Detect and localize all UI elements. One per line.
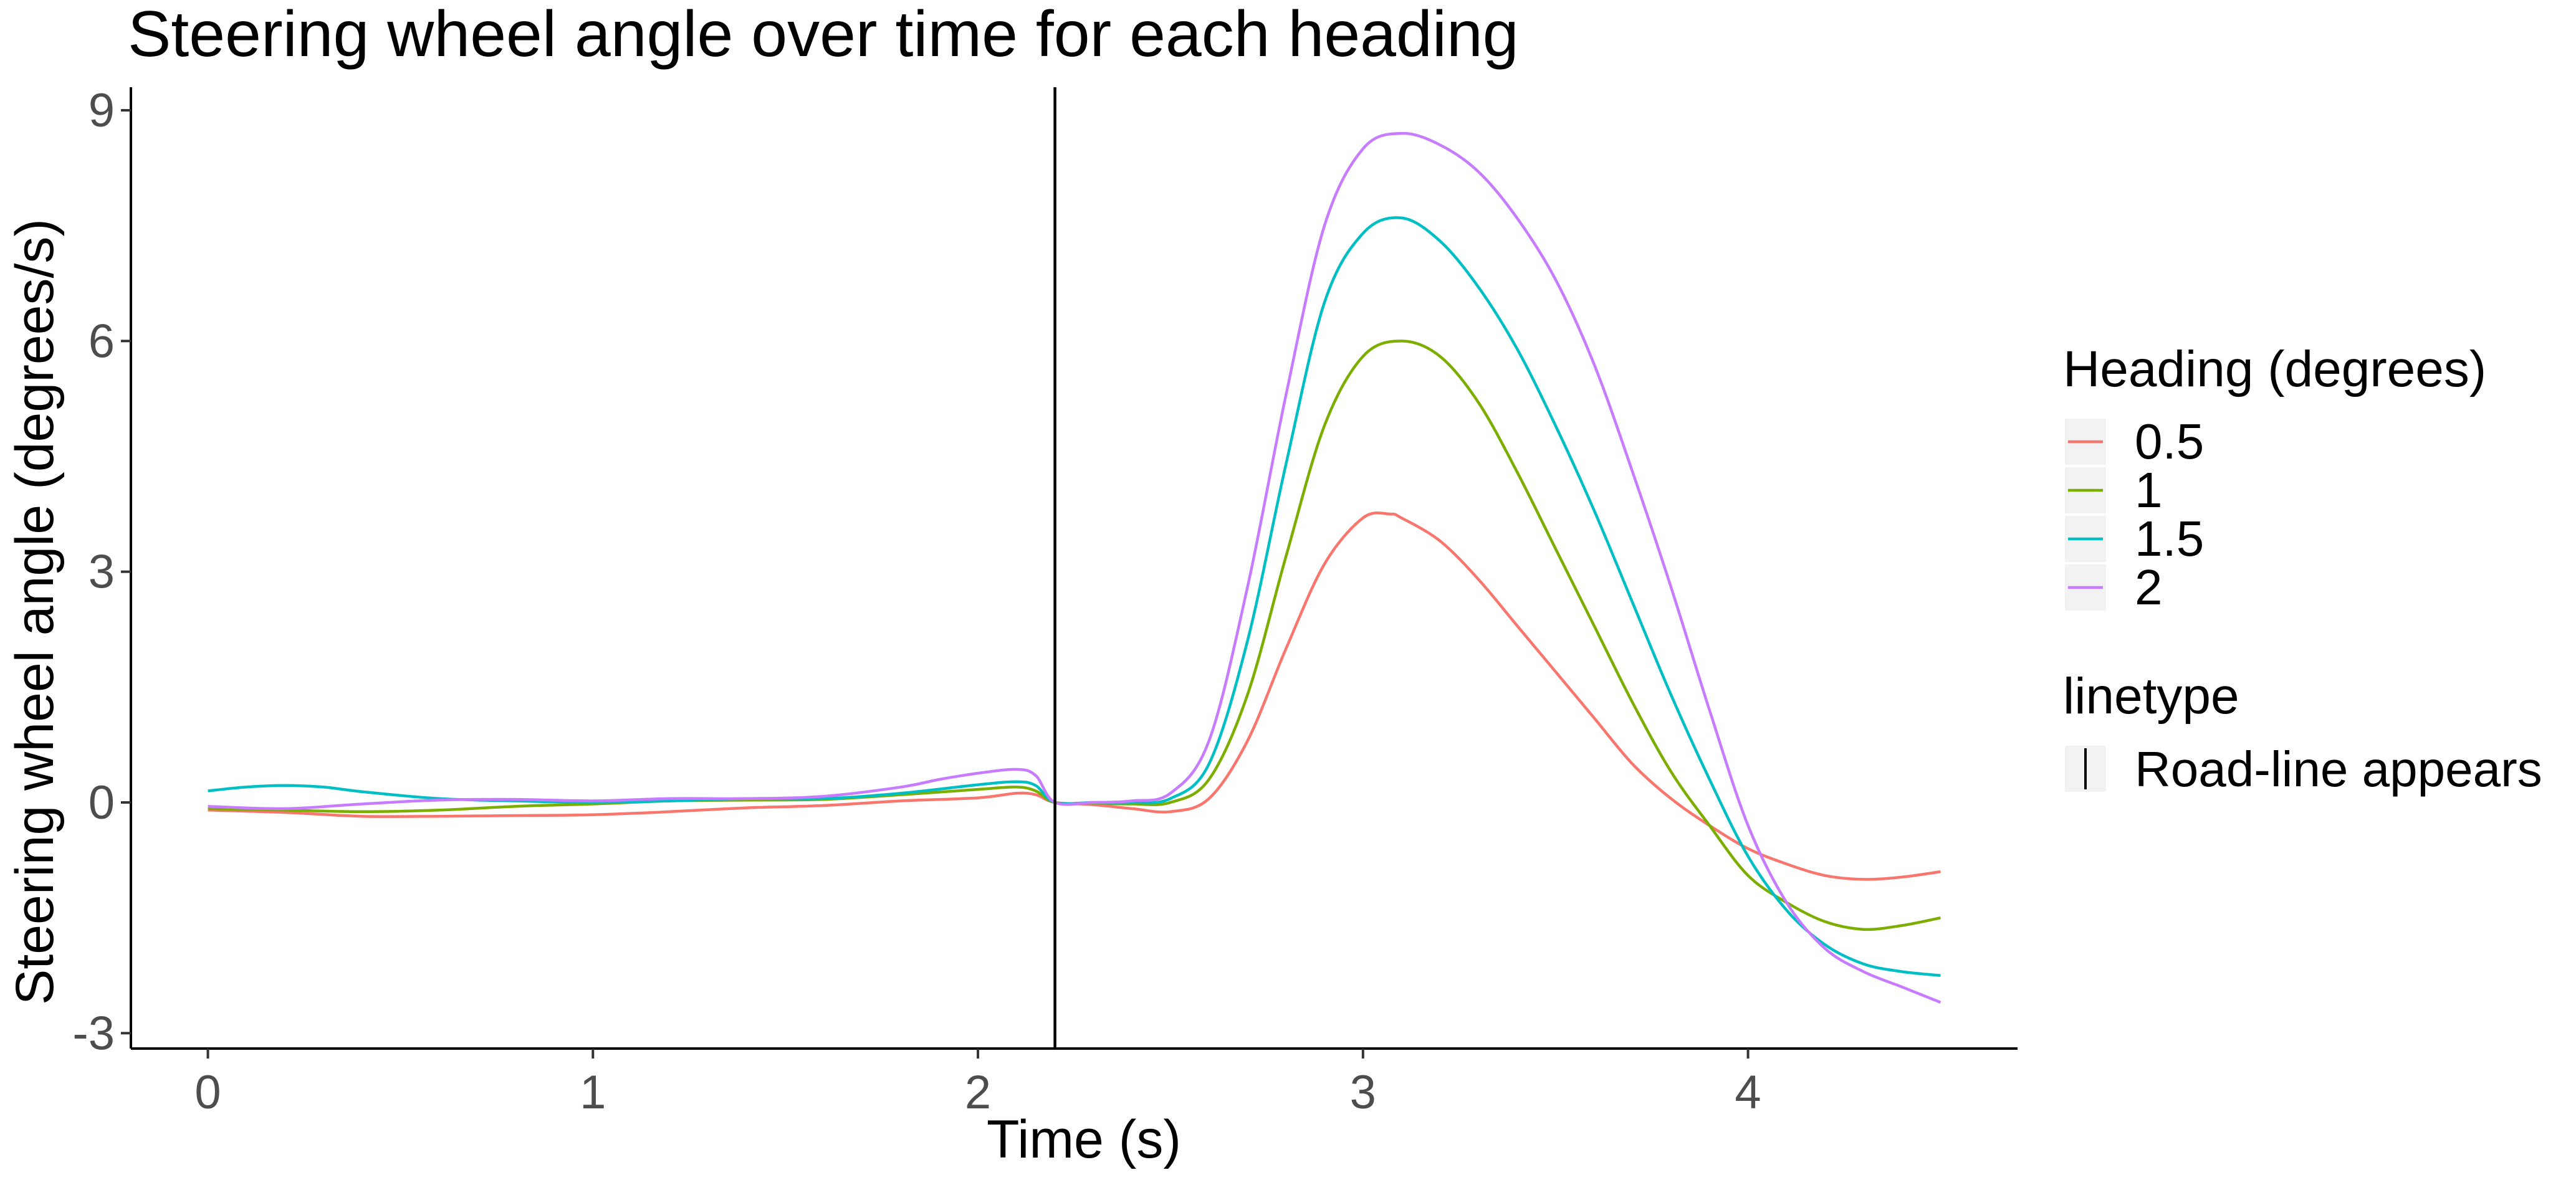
legend: Heading (degrees) 0.511.52 linetype Road… — [2063, 341, 2542, 797]
x-tick-label: 3 — [1350, 1066, 1376, 1119]
legend-label-1: 1 — [2135, 462, 2163, 518]
y-tick-label: 6 — [89, 315, 115, 368]
legend-label-2: 2 — [2135, 559, 2163, 615]
series-line-2 — [208, 131, 1942, 1004]
legend-linetype-title: linetype — [2063, 668, 2239, 725]
y-tick-label: 3 — [89, 546, 115, 599]
y-tick-label: 0 — [89, 776, 115, 829]
x-tick-label: 2 — [965, 1066, 991, 1119]
x-axis-title: Time (s) — [987, 1110, 1181, 1169]
legend-color-items: 0.511.52 — [2065, 414, 2204, 615]
series-line-1-5 — [208, 216, 1941, 977]
legend-color-title: Heading (degrees) — [2063, 341, 2486, 397]
x-tick-label: 1 — [580, 1066, 606, 1119]
y-tick-label: -3 — [72, 1007, 115, 1060]
x-tick-label: 0 — [194, 1066, 221, 1119]
series-line-0-5 — [208, 511, 1941, 881]
plot-area: -3 0 3 6 9 0 1 2 3 4 — [72, 84, 2018, 1119]
legend-label-0-5: 0.5 — [2135, 414, 2204, 469]
y-axis-title: Steering wheel angle (degrees/s) — [5, 219, 65, 1005]
legend-label-1-5: 1.5 — [2135, 511, 2204, 566]
chart-title: Steering wheel angle over time for each … — [128, 0, 1519, 70]
series-line-1 — [208, 340, 1941, 931]
x-tick-label: 4 — [1735, 1066, 1761, 1119]
y-tick-label: 9 — [89, 84, 115, 137]
legend-vline-label: Road-line appears — [2135, 741, 2542, 797]
